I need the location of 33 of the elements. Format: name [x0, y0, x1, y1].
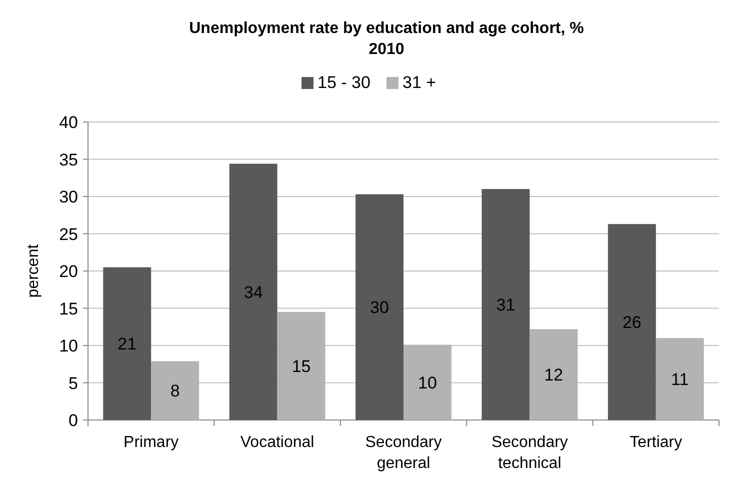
data-label: 30 [370, 298, 389, 318]
bar [482, 189, 530, 420]
data-label: 34 [244, 282, 263, 302]
legend-label: 31 + [402, 73, 436, 92]
data-label: 11 [671, 370, 689, 390]
data-label: 12 [544, 366, 564, 385]
data-label: 8 [170, 382, 180, 401]
y-tick-label: 20 [59, 262, 78, 281]
y-tick-label: 35 [59, 150, 78, 170]
y-tick-label: 0 [68, 411, 78, 430]
data-label: 21 [118, 334, 137, 354]
data-label: 10 [418, 373, 437, 392]
x-tick-label: Secondary technical [491, 434, 568, 472]
y-tick-label: 10 [59, 336, 78, 356]
y-tick-label: 40 [59, 113, 78, 132]
y-axis-title: percent [25, 244, 42, 298]
bar [229, 164, 278, 420]
legend-label: 15 - 30 [318, 73, 370, 92]
bar [356, 194, 404, 420]
data-label: 31 [496, 296, 516, 315]
x-tick-label: Tertiary [630, 434, 682, 451]
y-tick-label: 30 [59, 188, 78, 206]
x-tick-label: Vocational [240, 434, 314, 451]
y-tick-label: 5 [68, 374, 78, 393]
y-tick-label: 15 [59, 299, 78, 318]
data-label: 26 [622, 313, 642, 332]
bar [103, 267, 152, 420]
bar [608, 224, 656, 420]
chart-title: Unemployment rate by education and age cohort, % 2010 [189, 20, 584, 58]
x-tick-label: Primary [124, 434, 179, 451]
y-tick-label: 25 [59, 224, 78, 244]
data-label: 15 [292, 356, 311, 376]
x-tick-label: Secondary general [365, 434, 442, 472]
